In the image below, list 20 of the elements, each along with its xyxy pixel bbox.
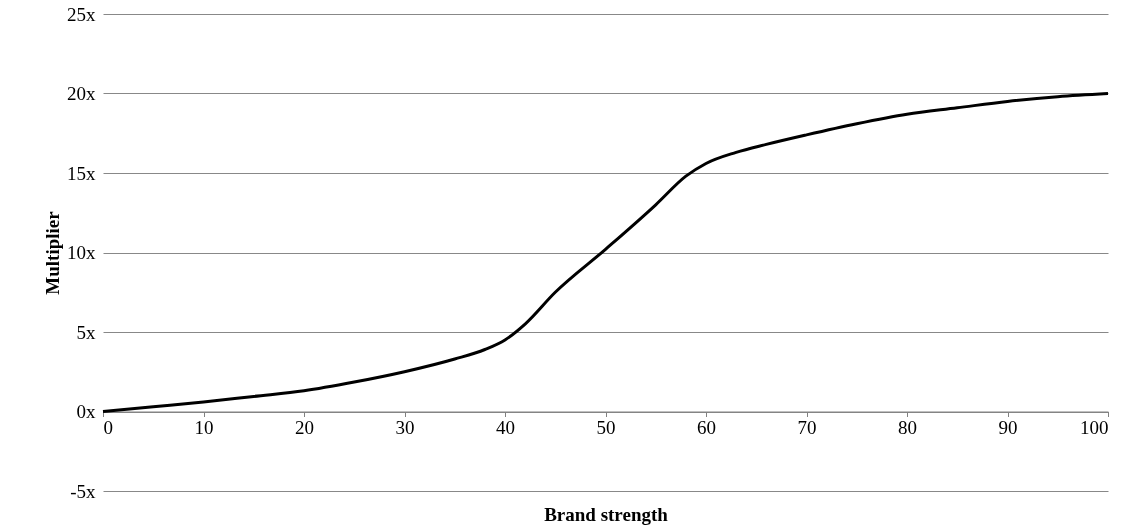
y-tick-label: 5x [76, 321, 96, 343]
y-tick-label: 15x [67, 162, 96, 184]
y-tick-label: -5x [70, 480, 96, 502]
y-tick-label: 25x [67, 3, 96, 25]
x-tick-label: 0 [103, 417, 113, 438]
y-axis-title: Multiplier [42, 210, 63, 295]
x-tick-label: 50 [596, 417, 616, 438]
x-tick-label: 100 [1080, 417, 1109, 438]
x-tick-label: 40 [496, 417, 515, 438]
x-tick-label: 20 [295, 417, 314, 438]
x-tick-label: 90 [998, 417, 1018, 438]
x-tick-label: 60 [697, 417, 716, 438]
x-tick-label: 70 [797, 417, 817, 438]
x-tick-label: 30 [395, 417, 415, 438]
y-tick-label: 20x [67, 83, 96, 104]
x-axis-title: Brand strength [544, 503, 669, 525]
y-tick-label: 0x [76, 401, 96, 422]
y-tick-label: 10x [67, 242, 96, 263]
x-tick-label: 80 [898, 417, 917, 438]
x-tick-label: 10 [194, 417, 214, 438]
